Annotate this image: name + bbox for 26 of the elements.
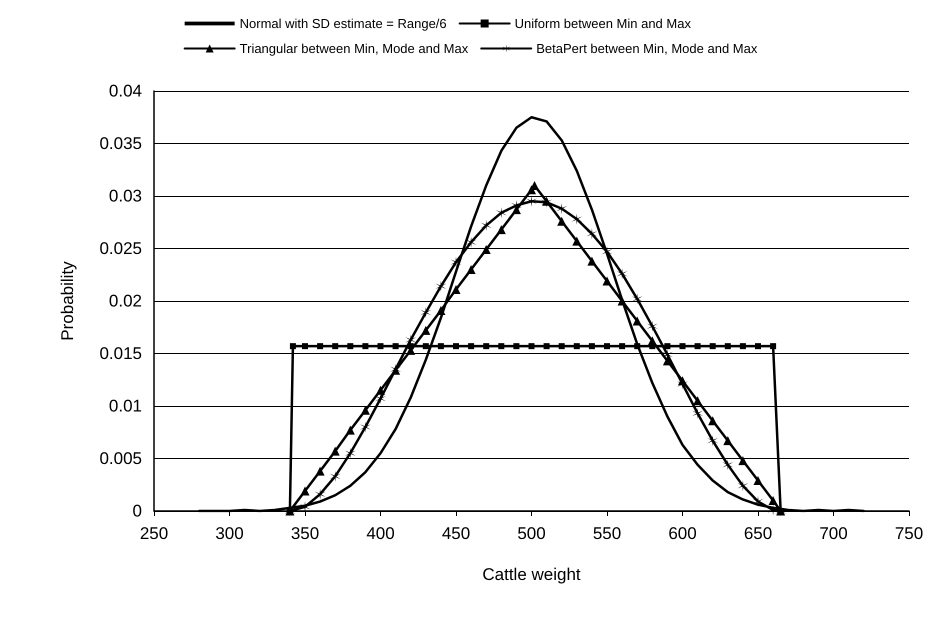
legend-label: Triangular between Min, Mode and Max	[240, 41, 469, 56]
legend-label: BetaPert between Min, Mode and Max	[536, 41, 758, 56]
x-tick-label: 650	[744, 524, 772, 543]
y-tick-label: 0.01	[108, 396, 142, 416]
legend-label: Uniform between Min and Max	[514, 16, 692, 31]
x-tick-label: 450	[442, 524, 470, 543]
x-axis-title: Cattle weight	[482, 565, 581, 584]
y-tick-label: 0.02	[108, 292, 142, 310]
y-tick-label: 0.025	[99, 239, 142, 258]
y-tick-label: 0.005	[99, 449, 142, 468]
y-tick-label: 0.04	[108, 82, 142, 100]
x-tick-label: 300	[215, 524, 244, 543]
x-tick-label: 600	[668, 524, 697, 543]
x-tick-label: 500	[517, 524, 546, 543]
x-tick-label: 750	[894, 524, 924, 543]
x-tick-label: 550	[592, 524, 622, 543]
y-tick-label: 0.015	[99, 344, 142, 363]
y-tick-label: 0.03	[108, 186, 142, 206]
x-tick-label: 400	[366, 524, 395, 543]
y-tick-label: 0.035	[99, 134, 142, 153]
x-tick-label: 250	[140, 524, 168, 543]
x-tick-label: 700	[819, 524, 848, 543]
x-tick-label: 350	[290, 524, 320, 543]
legend-label: Normal with SD estimate = Range/6	[240, 16, 447, 31]
y-tick-label: 0	[132, 502, 142, 520]
y-axis-title: Probability	[58, 260, 77, 341]
